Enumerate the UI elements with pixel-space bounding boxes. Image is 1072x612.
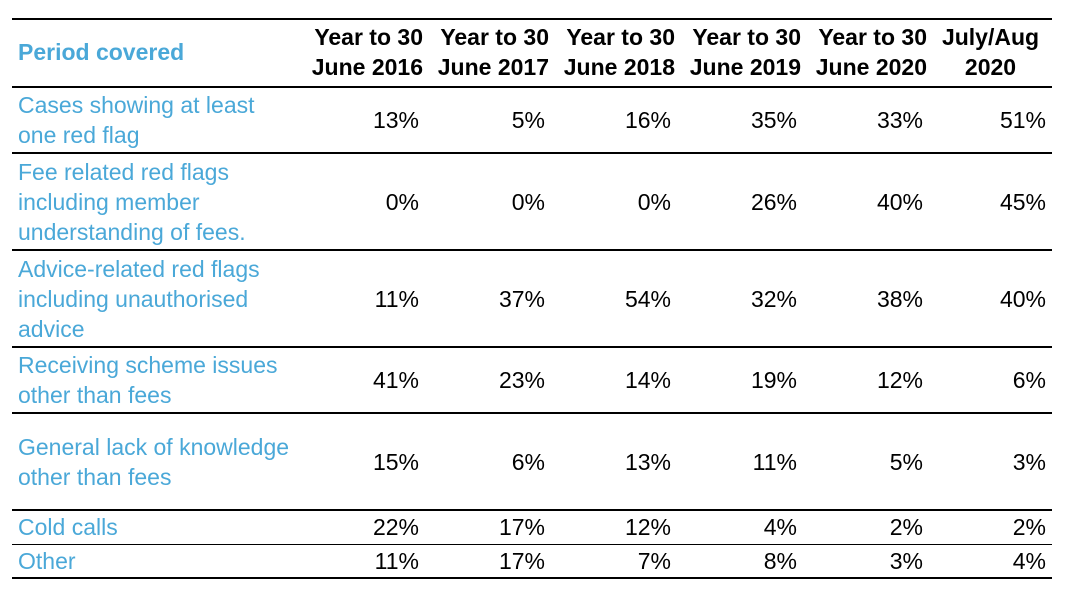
cell-value: 11%: [374, 547, 419, 574]
cell-value: 14%: [624, 367, 671, 393]
cell-value: 45%: [999, 188, 1046, 215]
period-heading-line2: 2020: [964, 54, 1017, 80]
row-label: Other: [18, 547, 76, 574]
cell-value: 26%: [750, 188, 797, 215]
cell-value: 23%: [498, 367, 545, 393]
cell-value: 0%: [637, 188, 671, 215]
cell-value: 7%: [637, 547, 671, 574]
row-label: Fee related red flags including member u…: [18, 158, 246, 245]
table-row: General lack of knowledge other than fee…: [12, 413, 1052, 510]
table-row: Fee related red flags including member u…: [12, 153, 1052, 250]
period-heading-line1: Year to 30: [818, 24, 927, 50]
cell-value: 40%: [999, 285, 1046, 312]
cell-value: 6%: [511, 448, 545, 475]
period-heading-line1: Year to 30: [692, 24, 801, 50]
period-heading-line1: Year to 30: [566, 24, 675, 50]
row-label: Advice-related red flags including unaut…: [18, 255, 260, 342]
cell-value: 32%: [750, 285, 797, 312]
cell-value: 5%: [511, 107, 545, 133]
cell-value: 11%: [752, 448, 797, 475]
row-label: Cold calls: [18, 514, 118, 541]
cell-value: 37%: [498, 285, 545, 312]
cell-value: 13%: [624, 448, 671, 475]
row-label: Receiving scheme issues other than fees: [18, 352, 278, 408]
cell-value: 13%: [372, 107, 419, 133]
cell-value: 0%: [385, 188, 419, 215]
red-flags-table: Period covered Year to 30 June 2016 Year…: [12, 18, 1052, 579]
table-row: Cases showing at least one red flag 13% …: [12, 87, 1052, 153]
cell-value: 12%: [624, 514, 671, 541]
period-heading-2016: Year to 30 June 2016: [299, 19, 425, 87]
table-body: Cases showing at least one red flag 13% …: [12, 87, 1052, 578]
period-heading-line1: July/Aug: [941, 24, 1040, 50]
cell-value: 19%: [750, 367, 797, 393]
period-covered-heading: Period covered: [18, 39, 185, 65]
period-heading-line2: June 2019: [689, 54, 801, 80]
cell-value: 11%: [374, 285, 419, 312]
cell-value: 12%: [876, 367, 923, 393]
cell-value: 3%: [1012, 448, 1046, 475]
cell-value: 38%: [876, 285, 923, 312]
table-row: Advice-related red flags including unaut…: [12, 250, 1052, 347]
cell-value: 15%: [372, 448, 419, 475]
row-label: General lack of knowledge other than fee…: [18, 433, 290, 490]
period-heading-2018: Year to 30 June 2018: [551, 19, 677, 87]
period-heading-2017: Year to 30 June 2017: [425, 19, 551, 87]
period-heading-2020: Year to 30 June 2020: [803, 19, 929, 87]
cell-value: 17%: [498, 547, 545, 574]
period-heading-line2: June 2020: [815, 54, 927, 80]
period-heading-line1: Year to 30: [440, 24, 549, 50]
cell-value: 5%: [889, 448, 923, 475]
table-row: Cold calls 22% 17% 12% 4% 2% 2%: [12, 510, 1052, 544]
row-label: Cases showing at least one red flag: [18, 92, 255, 148]
cell-value: 6%: [1012, 367, 1046, 393]
cell-value: 8%: [763, 547, 797, 574]
period-heading-july-aug-2020: July/Aug 2020: [929, 19, 1052, 87]
cell-value: 2%: [889, 514, 923, 541]
cell-value: 51%: [999, 107, 1046, 133]
table-header: Period covered Year to 30 June 2016 Year…: [12, 19, 1052, 87]
cell-value: 40%: [876, 188, 923, 215]
period-heading-line2: June 2018: [563, 54, 675, 80]
period-heading-line2: June 2017: [437, 54, 549, 80]
cell-value: 22%: [372, 514, 419, 541]
period-heading-line2: June 2016: [311, 54, 423, 80]
cell-value: 4%: [1012, 547, 1046, 574]
period-heading-line1: Year to 30: [314, 24, 423, 50]
header-row: Period covered Year to 30 June 2016 Year…: [12, 19, 1052, 87]
cell-value: 0%: [511, 188, 545, 215]
cell-value: 35%: [750, 107, 797, 133]
cell-value: 16%: [624, 107, 671, 133]
cell-value: 41%: [372, 367, 419, 393]
table-row: Other 11% 17% 7% 8% 3% 4%: [12, 544, 1052, 578]
cell-value: 2%: [1012, 514, 1046, 541]
cell-value: 33%: [876, 107, 923, 133]
table-row: Receiving scheme issues other than fees …: [12, 347, 1052, 413]
cell-value: 4%: [763, 514, 797, 541]
cell-value: 3%: [889, 547, 923, 574]
cell-value: 54%: [624, 285, 671, 312]
cell-value: 17%: [498, 514, 545, 541]
period-heading-2019: Year to 30 June 2019: [677, 19, 803, 87]
